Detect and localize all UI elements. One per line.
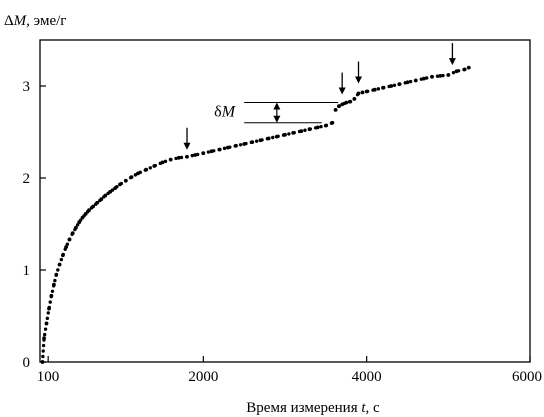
data-point	[454, 69, 459, 74]
data-point	[123, 178, 128, 183]
x-axis-title: Время измерения t, с	[246, 400, 380, 416]
data-point	[49, 293, 54, 298]
x-tick-label: 100	[37, 369, 60, 385]
delta-m-label-prefix: δ	[214, 104, 222, 121]
data-point	[381, 85, 385, 90]
data-point	[299, 129, 304, 134]
data-point	[103, 193, 108, 198]
data-points-group	[40, 65, 471, 364]
data-curve-segment	[333, 65, 471, 112]
data-point	[61, 253, 65, 258]
data-point	[91, 204, 95, 209]
data-point	[405, 80, 410, 85]
data-point	[168, 157, 173, 162]
data-point	[77, 220, 82, 225]
step-arrowhead	[448, 58, 456, 66]
data-point	[462, 67, 467, 72]
data-point	[185, 154, 189, 159]
data-point	[118, 182, 122, 187]
data-point	[42, 336, 46, 340]
data-point	[52, 282, 56, 287]
data-point	[113, 186, 117, 191]
step-arrowhead	[355, 76, 362, 84]
x-tick-label: 6000	[512, 369, 542, 385]
step-arrowhead	[338, 87, 346, 95]
y-tick-label: 1	[23, 263, 31, 279]
delta-m-arrowhead-up	[273, 102, 281, 110]
data-point	[352, 97, 357, 101]
y-tick-label: 2	[23, 171, 31, 187]
data-point	[372, 87, 377, 92]
data-point	[64, 245, 68, 249]
data-point	[225, 145, 230, 150]
data-point	[74, 225, 78, 230]
data-point	[217, 147, 222, 152]
data-point	[333, 108, 338, 112]
data-point	[242, 142, 247, 146]
data-point	[108, 189, 113, 194]
data-point	[234, 143, 238, 148]
data-point	[389, 84, 394, 88]
data-point	[340, 102, 345, 107]
data-point	[67, 237, 72, 242]
data-point	[446, 73, 451, 77]
delta-m-arrowhead-down	[273, 115, 281, 123]
data-point	[99, 197, 104, 202]
data-point	[250, 140, 255, 145]
data-point	[201, 151, 206, 156]
data-point	[95, 200, 100, 205]
data-point	[323, 123, 328, 128]
data-point	[144, 167, 149, 172]
step-arrowhead	[183, 142, 191, 150]
y-tick-label: 3	[23, 79, 31, 95]
data-point	[360, 90, 365, 95]
data-point	[193, 153, 198, 157]
data-point	[348, 99, 353, 104]
data-point	[47, 306, 51, 311]
data-point	[283, 132, 287, 137]
plot-frame	[39, 39, 531, 363]
data-point	[330, 120, 335, 125]
data-curve-segment	[40, 121, 335, 364]
data-point	[315, 125, 320, 130]
data-point	[129, 175, 134, 180]
data-point	[83, 212, 88, 216]
data-point	[70, 231, 75, 236]
data-point	[258, 138, 263, 143]
data-point	[80, 215, 85, 220]
data-point	[209, 149, 214, 154]
data-point	[266, 136, 271, 141]
data-point	[57, 262, 62, 267]
data-point	[364, 89, 369, 94]
y-axis-title: ΔM, эме/г	[4, 13, 66, 29]
data-point	[44, 321, 49, 326]
data-point	[337, 104, 341, 109]
data-point	[274, 134, 279, 139]
x-tick-label: 4000	[352, 369, 382, 385]
ticks-group: 100 2000 4000 6000 0 1 2 3	[23, 79, 543, 385]
y-tick-label: 0	[23, 355, 31, 371]
data-point	[40, 360, 45, 364]
data-point	[466, 65, 471, 70]
data-point	[430, 74, 434, 79]
data-point	[136, 171, 140, 176]
data-point	[397, 82, 402, 87]
annotation-group: δM	[183, 43, 456, 150]
data-point	[438, 74, 443, 78]
delta-m-label-symbol: M	[221, 104, 237, 121]
data-point	[176, 155, 181, 160]
data-point	[291, 131, 296, 135]
delta-m-label: δM	[214, 104, 237, 121]
data-point	[87, 208, 91, 213]
data-point	[413, 78, 418, 83]
data-point	[152, 164, 157, 168]
data-point	[54, 272, 59, 277]
data-point	[160, 160, 165, 165]
data-point	[356, 91, 361, 96]
data-point	[307, 127, 312, 132]
x-tick-label: 2000	[188, 369, 218, 385]
data-point	[344, 100, 349, 105]
data-point	[421, 76, 426, 81]
